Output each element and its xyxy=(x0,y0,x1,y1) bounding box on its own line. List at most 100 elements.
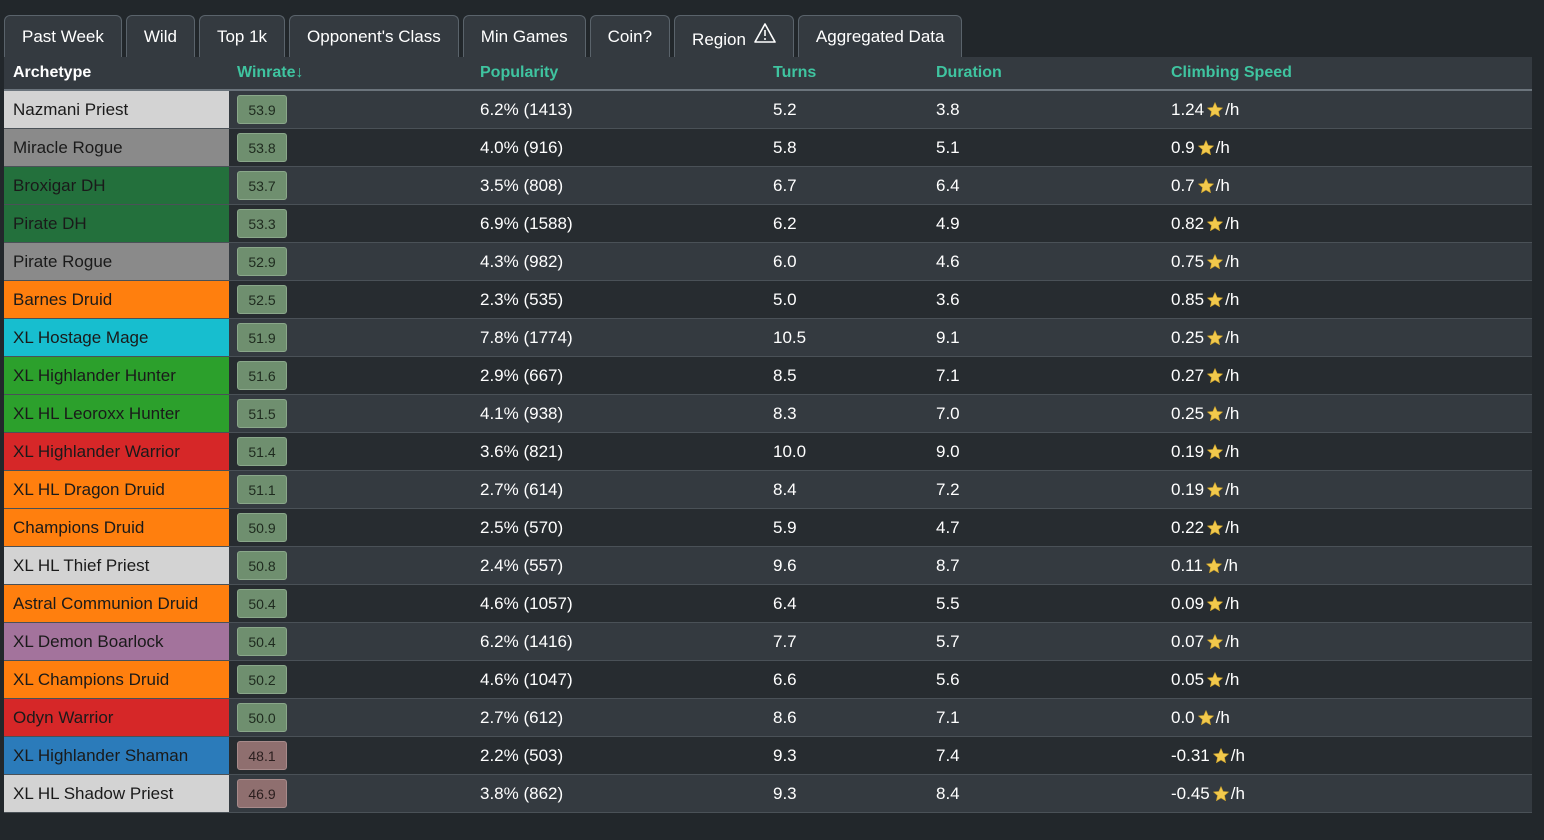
table-row[interactable]: Broxigar DH 53.7 3.5% (808) 6.7 6.4 0.7/h xyxy=(4,167,1532,205)
table-row[interactable]: Pirate Rogue 52.9 4.3% (982) 6.0 4.6 0.75/h xyxy=(4,243,1532,281)
winrate-badge: 51.1 xyxy=(237,475,287,504)
climbing-unit: /h xyxy=(1225,441,1240,461)
winrate-cell: 53.8 xyxy=(229,129,480,166)
table-row[interactable]: Nazmani Priest 53.9 6.2% (1413) 5.2 3.8 1.24/… xyxy=(4,91,1532,129)
star-icon xyxy=(1206,519,1224,537)
star-icon xyxy=(1205,557,1223,575)
archetype-cell[interactable]: Astral Communion Druid xyxy=(4,585,229,622)
archetype-cell[interactable]: XL Hostage Mage xyxy=(4,319,229,356)
climbing-unit: /h xyxy=(1215,175,1230,195)
popularity-cell: 2.3% (535) xyxy=(480,289,564,309)
header-turns[interactable]: Turns xyxy=(773,64,817,81)
archetype-cell[interactable]: XL HL Thief Priest xyxy=(4,547,229,584)
winrate-cell: 53.3 xyxy=(229,205,480,242)
filter-past-week-button[interactable]: Past Week xyxy=(4,15,122,57)
popularity-cell: 3.8% (862) xyxy=(480,783,564,803)
climbing-value: 0.85 xyxy=(1171,289,1205,309)
header-archetype[interactable]: Archetype xyxy=(13,64,92,81)
climbing-unit: /h xyxy=(1215,137,1230,157)
header-winrate[interactable]: Winrate↓ xyxy=(237,64,304,81)
popularity-cell: 4.6% (1047) xyxy=(480,669,573,689)
header-popularity[interactable]: Popularity xyxy=(480,64,559,81)
archetype-cell[interactable]: Champions Druid xyxy=(4,509,229,546)
winrate-badge: 52.9 xyxy=(237,247,287,276)
archetype-cell[interactable]: Pirate Rogue xyxy=(4,243,229,280)
winrate-badge: 51.9 xyxy=(237,323,287,352)
duration-cell: 9.0 xyxy=(936,441,960,461)
climbing-unit: /h xyxy=(1225,517,1240,537)
archetype-cell[interactable]: XL HL Shadow Priest xyxy=(4,775,229,812)
table-row[interactable]: XL Highlander Warrior 51.4 3.6% (821) 10.0 9… xyxy=(4,433,1532,471)
table-row[interactable]: Champions Druid 50.9 2.5% (570) 5.9 4.7 0.22/… xyxy=(4,509,1532,547)
popularity-cell: 7.8% (1774) xyxy=(480,327,573,347)
archetype-cell[interactable]: XL HL Dragon Druid xyxy=(4,471,229,508)
duration-cell: 5.1 xyxy=(936,137,960,157)
archetype-name: XL Highlander Shaman xyxy=(13,745,189,765)
climbing-unit: /h xyxy=(1230,783,1245,803)
archetype-cell[interactable]: XL Demon Boarlock xyxy=(4,623,229,660)
table-row[interactable]: XL HL Thief Priest 50.8 2.4% (557) 9.6 8.7 0.… xyxy=(4,547,1532,585)
archetype-name: Broxigar DH xyxy=(13,175,106,195)
archetype-cell[interactable]: XL HL Leoroxx Hunter xyxy=(4,395,229,432)
archetype-cell[interactable]: Broxigar DH xyxy=(4,167,229,204)
climbing-unit: /h xyxy=(1225,669,1240,689)
table-row[interactable]: XL HL Shadow Priest 46.9 3.8% (862) 9.3 8.4 -… xyxy=(4,775,1532,813)
star-icon xyxy=(1197,177,1215,195)
table-row[interactable]: XL Champions Druid 50.2 4.6% (1047) 6.6 5.6 0… xyxy=(4,661,1532,699)
archetype-cell[interactable]: Pirate DH xyxy=(4,205,229,242)
climbing-unit: /h xyxy=(1225,403,1240,423)
table-row[interactable]: XL Hostage Mage 51.9 7.8% (1774) 10.5 9.1 0.2… xyxy=(4,319,1532,357)
archetype-cell[interactable]: Odyn Warrior xyxy=(4,699,229,736)
table-row[interactable]: XL Demon Boarlock 50.4 6.2% (1416) 7.7 5.7 0.… xyxy=(4,623,1532,661)
filter-coin-button[interactable]: Coin? xyxy=(589,15,671,57)
filter-opponent-s-class-button[interactable]: Opponent's Class xyxy=(289,15,459,57)
archetype-cell[interactable]: Miracle Rogue xyxy=(4,129,229,166)
star-icon xyxy=(1206,329,1224,347)
filter-min-games-button[interactable]: Min Games xyxy=(462,15,586,57)
header-climbing-speed[interactable]: Climbing Speed xyxy=(1171,64,1292,81)
archetype-cell[interactable]: XL Highlander Hunter xyxy=(4,357,229,394)
winrate-badge: 50.4 xyxy=(237,589,287,618)
filter-region-button[interactable]: Region xyxy=(674,15,794,57)
table-row[interactable]: XL Highlander Shaman 48.1 2.2% (503) 9.3 7.4… xyxy=(4,737,1532,775)
archetype-cell[interactable]: XL Highlander Shaman xyxy=(4,737,229,774)
winrate-cell: 50.2 xyxy=(229,661,480,698)
turns-cell: 10.0 xyxy=(773,441,807,461)
winrate-cell: 46.9 xyxy=(229,775,480,812)
table-row[interactable]: Barnes Druid 52.5 2.3% (535) 5.0 3.6 0.85/h xyxy=(4,281,1532,319)
table-row[interactable]: Miracle Rogue 53.8 4.0% (916) 5.8 5.1 0.9/h xyxy=(4,129,1532,167)
turns-cell: 5.2 xyxy=(773,99,797,119)
filter-top-1k-button[interactable]: Top 1k xyxy=(198,15,286,57)
duration-cell: 7.4 xyxy=(936,745,960,765)
table-row[interactable]: Pirate DH 53.3 6.9% (1588) 6.2 4.9 0.82/h xyxy=(4,205,1532,243)
header-duration[interactable]: Duration xyxy=(936,64,1002,81)
winrate-badge: 52.5 xyxy=(237,285,287,314)
winrate-badge: 53.3 xyxy=(237,209,287,238)
popularity-cell: 2.7% (614) xyxy=(480,479,564,499)
filter-wild-button[interactable]: Wild xyxy=(125,15,195,57)
climbing-value: 0.9 xyxy=(1171,137,1195,157)
star-icon xyxy=(1206,671,1224,689)
climbing-value: 1.24 xyxy=(1171,99,1205,119)
table-row[interactable]: Astral Communion Druid 50.4 4.6% (1057) 6.4… xyxy=(4,585,1532,623)
popularity-cell: 2.2% (503) xyxy=(480,745,564,765)
popularity-cell: 2.7% (612) xyxy=(480,707,564,727)
climbing-value: 0.07 xyxy=(1171,631,1205,651)
archetype-cell[interactable]: Nazmani Priest xyxy=(4,91,229,128)
filter-aggregated-data-button[interactable]: Aggregated Data xyxy=(797,15,963,57)
archetype-cell[interactable]: XL Highlander Warrior xyxy=(4,433,229,470)
archetype-cell[interactable]: XL Champions Druid xyxy=(4,661,229,698)
winrate-badge: 51.5 xyxy=(237,399,287,428)
winrate-badge: 50.4 xyxy=(237,627,287,656)
table-row[interactable]: XL Highlander Hunter 51.6 2.9% (667) 8.5 7.1… xyxy=(4,357,1532,395)
star-icon xyxy=(1212,747,1230,765)
winrate-cell: 48.1 xyxy=(229,737,480,774)
archetype-cell[interactable]: Barnes Druid xyxy=(4,281,229,318)
winrate-cell: 50.0 xyxy=(229,699,480,736)
star-icon xyxy=(1206,291,1224,309)
table-row[interactable]: XL HL Dragon Druid 51.1 2.7% (614) 8.4 7.2 0.… xyxy=(4,471,1532,509)
climbing-unit: /h xyxy=(1225,213,1240,233)
table-row[interactable]: XL HL Leoroxx Hunter 51.5 4.1% (938) 8.3 7.0… xyxy=(4,395,1532,433)
table-row[interactable]: Odyn Warrior 50.0 2.7% (612) 8.6 7.1 0.0/h xyxy=(4,699,1532,737)
archetype-name: XL Highlander Hunter xyxy=(13,365,176,385)
